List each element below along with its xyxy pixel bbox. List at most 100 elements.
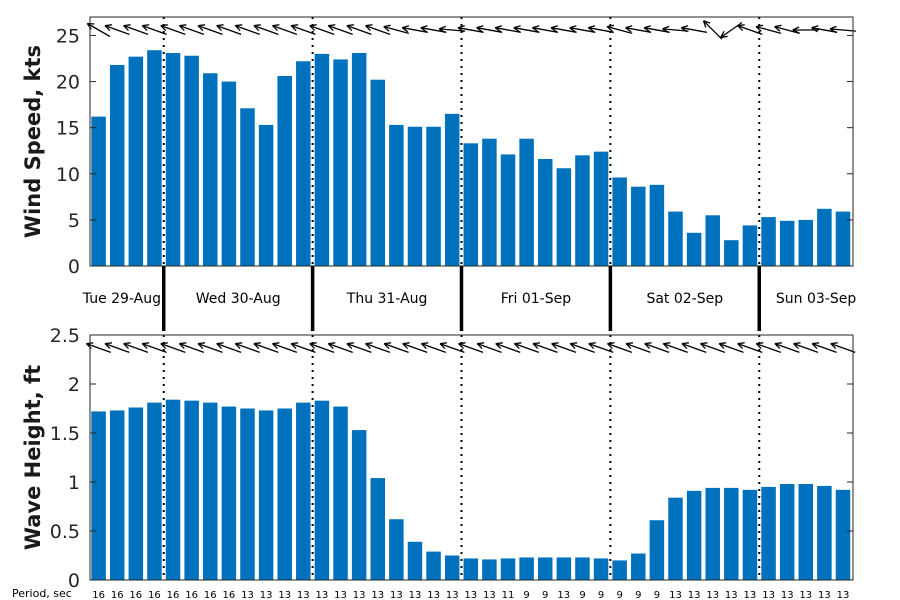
wind-bar: [240, 108, 255, 266]
wind-bar: [426, 126, 441, 267]
wave-direction-arrow: [253, 342, 279, 354]
day-label: Thu 31-Aug: [346, 291, 428, 307]
wave-direction-arrow: [513, 342, 540, 354]
wind-y-tick-label: 25: [56, 25, 80, 47]
wave-bar: [742, 489, 758, 580]
wind-direction-arrow: [737, 24, 763, 36]
wave-direction-arrow: [234, 342, 260, 354]
wind-direction-arrow: [104, 24, 130, 36]
wind-bar: [314, 53, 330, 266]
period-label: 16: [92, 590, 105, 600]
wind-direction-arrow: [197, 24, 223, 36]
wave-direction-arrow: [644, 342, 670, 354]
wave-direction-arrow: [104, 342, 130, 354]
wind-bar: [500, 154, 516, 266]
wave-bar: [593, 558, 609, 580]
period-label: 13: [762, 590, 775, 600]
wind-speed-panel: 0 5 10 15 20 25 Wind Speed, kts: [21, 16, 856, 278]
wind-bar: [91, 116, 106, 266]
period-label: 13: [725, 590, 738, 600]
wave-bar: [482, 559, 497, 580]
wave-bar: [556, 557, 572, 580]
wind-direction-arrow: [662, 25, 689, 33]
period-label: 13: [316, 590, 329, 600]
wave-direction-arrow: [551, 342, 577, 354]
wind-y-tick-label: 20: [56, 72, 80, 94]
wind-direction-arrow: [401, 25, 428, 33]
wind-bar: [742, 225, 758, 266]
wind-direction-arrow: [625, 25, 652, 33]
wind-bar: [277, 76, 292, 267]
wind-direction-arrow: [513, 25, 540, 33]
wave-direction-arrow: [532, 342, 558, 354]
period-label: 11: [502, 590, 515, 600]
wave-y-axis-title: Wave Height, ft: [21, 365, 45, 550]
period-label: 13: [688, 590, 701, 600]
wave-direction-arrow: [272, 342, 298, 354]
wave-direction-arrow: [569, 342, 595, 354]
wave-direction-arrow: [811, 342, 837, 354]
wind-bar: [668, 211, 683, 266]
period-label: 16: [223, 590, 236, 600]
wind-bar: [203, 73, 218, 266]
period-label: 9: [523, 590, 529, 600]
wind-bar: [761, 217, 776, 266]
day-strip: Tue 29-Aug Wed 30-Aug Thu 31-Aug Fri 01-Sep…: [82, 266, 856, 331]
wind-bar: [705, 215, 720, 266]
wind-direction-arrow: [86, 22, 111, 38]
period-label: 13: [744, 590, 757, 600]
wind-axes-frame: [89, 16, 854, 267]
wave-bar: [519, 557, 534, 580]
period-label: 13: [706, 590, 719, 600]
wind-bar: [370, 79, 385, 267]
wind-direction-arrow: [309, 24, 335, 36]
wind-bar: [463, 143, 479, 266]
wave-bar: [258, 410, 274, 580]
wind-y-tick-label: 5: [68, 210, 80, 232]
period-label: 13: [799, 590, 812, 600]
wind-direction-arrow: [253, 24, 279, 36]
period-label: 9: [635, 590, 641, 600]
wind-bar: [575, 155, 590, 266]
wind-bar: [612, 177, 627, 266]
wave-y-tick-label: 1.5: [50, 423, 80, 445]
wind-y-tick-label: 10: [56, 164, 80, 186]
period-label: 13: [297, 590, 310, 600]
wind-direction-arrow: [569, 25, 596, 33]
wave-direction-arrow: [458, 342, 484, 354]
wind-direction-arrow: [141, 24, 167, 36]
wave-direction-arrow: [365, 342, 391, 354]
wave-direction-arrow: [607, 342, 633, 354]
wind-direction-arrow: [327, 24, 353, 36]
period-label: 9: [617, 590, 623, 600]
wave-y-tick-label: 2: [68, 374, 80, 396]
wave-direction-arrow: [793, 342, 819, 354]
wave-bar: [277, 408, 292, 580]
wave-bar: [779, 483, 795, 580]
wave-direction-arrow: [160, 342, 186, 354]
wave-bar: [761, 486, 776, 580]
wind-bar: [556, 168, 572, 266]
wave-bar: [835, 489, 851, 580]
wave-direction-arrow: [681, 342, 707, 354]
wind-bar: [593, 151, 609, 266]
wind-direction-arrow: [532, 25, 559, 33]
period-label: 13: [241, 590, 254, 600]
period-title: Period, sec: [12, 587, 72, 600]
wave-bar: [798, 483, 814, 580]
wind-bar: [779, 220, 795, 266]
wave-direction-arrow: [476, 342, 502, 354]
period-label: 16: [204, 590, 217, 600]
wave-direction-arrow: [718, 342, 744, 354]
period-label: 13: [334, 590, 347, 600]
wave-direction-arrow: [662, 342, 688, 354]
wave-bar: [296, 402, 311, 580]
wave-direction-arrow: [700, 342, 726, 354]
wind-bar: [165, 52, 181, 266]
wave-bar: [351, 430, 367, 580]
wave-y-tick-label: 0.5: [50, 521, 80, 543]
wave-bar: [444, 555, 460, 580]
period-label: 13: [278, 590, 291, 600]
wave-direction-arrow: [327, 342, 353, 354]
